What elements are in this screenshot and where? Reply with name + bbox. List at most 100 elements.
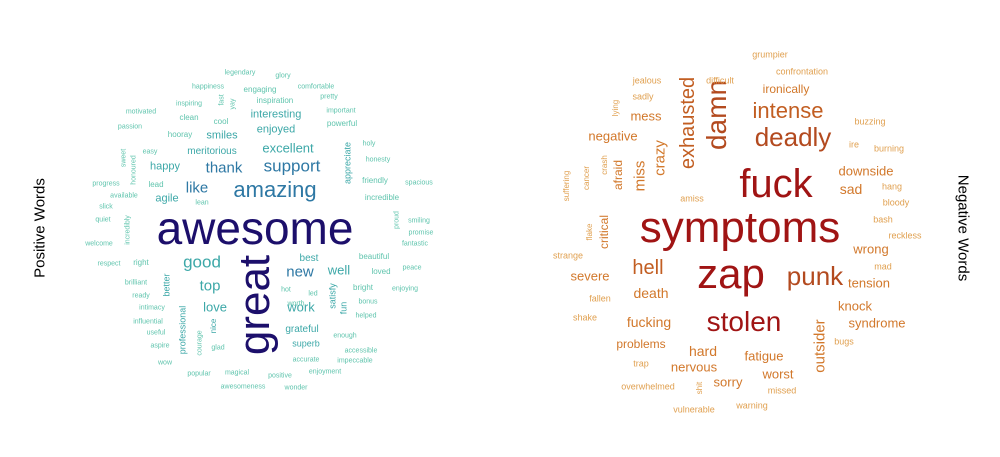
negative-word-sadly: sadly — [632, 91, 654, 102]
positive-word-like: like — [185, 179, 209, 197]
positive-word-appreciate: appreciate — [342, 141, 353, 185]
positive-word-useful: useful — [146, 329, 166, 337]
positive-word-new: new — [286, 263, 314, 281]
negative-word-exhausted: exhausted — [677, 76, 699, 170]
positive-word-ready: ready — [132, 292, 150, 300]
negative-word-mess: mess — [630, 108, 662, 124]
positive-word-grateful: grateful — [285, 324, 319, 335]
positive-word-hooray: hooray — [167, 130, 193, 139]
positive-words-label: Positive Words — [31, 178, 49, 278]
positive-word-accurate: accurate — [292, 356, 320, 364]
negative-word-grumpier: grumpier — [752, 49, 788, 60]
positive-word-motivated: motivated — [125, 108, 157, 116]
negative-word-hang: hang — [881, 181, 903, 192]
negative-word-cancer: cancer — [582, 165, 591, 191]
positive-word-influential: influential — [133, 318, 163, 326]
negative-word-symptoms: symptoms — [639, 203, 841, 252]
positive-word-amazing: amazing — [233, 177, 317, 202]
positive-word-progress: progress — [92, 180, 120, 188]
positive-word-magical: magical — [224, 369, 250, 377]
negative-word-reckless: reckless — [888, 230, 922, 241]
positive-word-lead: lead — [148, 180, 164, 189]
positive-word-fantastic: fantastic — [401, 240, 429, 248]
positive-word-agile: agile — [155, 192, 179, 205]
positive-word-support: support — [263, 156, 321, 176]
positive-word-thank: thank — [205, 159, 243, 177]
positive-word-sweet: sweet — [120, 148, 128, 168]
negative-word-hell: hell — [632, 257, 664, 279]
negative-word-deadly: deadly — [754, 122, 832, 152]
positive-word-positive: positive — [268, 372, 292, 380]
positive-word-smiles: smiles — [206, 129, 238, 142]
positive-word-promise: promise — [408, 229, 434, 237]
positive-word-better: better — [161, 273, 172, 297]
negative-word-vulnerable: vulnerable — [673, 404, 715, 415]
positive-word-meritorious: meritorious — [187, 146, 237, 157]
negative-word-knock: knock — [838, 298, 872, 314]
positive-word-brilliant: brilliant — [124, 279, 148, 287]
negative-word-difficult: difficult — [706, 75, 734, 86]
positive-word-satisfy: satisfy — [327, 283, 338, 309]
positive-word-hot: hot — [281, 286, 291, 294]
negative-word-punk: punk — [786, 261, 844, 291]
negative-word-buzzing: buzzing — [854, 116, 886, 127]
positive-word-love: love — [203, 299, 227, 315]
negative-word-critical: critical — [597, 214, 611, 250]
positive-word-popular: popular — [187, 370, 211, 378]
negative-word-syndrome: syndrome — [848, 315, 906, 331]
positive-word-work: work — [287, 299, 315, 315]
positive-word-honesty: honesty — [365, 156, 391, 164]
positive-word-incredibly: incredibly — [124, 215, 132, 245]
positive-word-worth: worth — [287, 300, 305, 308]
positive-word-friendly: friendly — [362, 176, 388, 185]
positive-word-smiling: smiling — [408, 217, 430, 225]
negative-word-mad: mad — [874, 261, 892, 272]
positive-word-enjoying: enjoying — [391, 285, 419, 293]
positive-word-wonder: wonder — [284, 384, 308, 392]
positive-word-powerful: powerful — [326, 119, 358, 128]
positive-word-wow: wow — [157, 359, 173, 367]
positive-word-led: led — [308, 290, 318, 298]
positive-word-awesomeness: awesomeness — [220, 383, 266, 391]
positive-word-glad: glad — [211, 344, 225, 352]
positive-word-available: available — [110, 192, 138, 200]
positive-word-excellent: excellent — [262, 140, 314, 156]
positive-word-well: well — [327, 262, 351, 278]
negative-word-confrontation: confrontation — [775, 66, 829, 77]
negative-word-shit: shit — [695, 381, 704, 395]
negative-word-strange: strange — [552, 250, 584, 261]
positive-word-interesting: interesting — [250, 108, 302, 121]
negative-word-missed: missed — [767, 385, 797, 396]
negative-word-afraid: afraid — [611, 159, 625, 191]
positive-word-best: best — [299, 253, 319, 264]
negative-word-nervous: nervous — [670, 359, 718, 375]
positive-word-beautiful: beautiful — [358, 252, 390, 261]
positive-word-inspiration: inspiration — [256, 96, 294, 105]
positive-word-top: top — [199, 277, 221, 295]
positive-word-courage: courage — [196, 330, 204, 356]
positive-word-superb: superb — [292, 338, 320, 349]
negative-word-damn: damn — [701, 79, 732, 151]
positive-word-pretty: pretty — [320, 93, 338, 101]
positive-word-enjoyed: enjoyed — [256, 123, 296, 136]
negative-word-death: death — [633, 285, 669, 301]
negative-word-hard: hard — [688, 343, 718, 359]
positive-word-yay: yay — [229, 98, 237, 110]
negative-word-negative: negative — [588, 128, 638, 144]
positive-word-easy: easy — [142, 148, 158, 156]
positive-word-good: good — [183, 252, 221, 272]
positive-word-intimacy: intimacy — [139, 304, 165, 312]
positive-word-bright: bright — [352, 283, 374, 292]
negative-word-problems: problems — [616, 337, 666, 351]
negative-word-intense: intense — [752, 98, 824, 123]
positive-word-respect: respect — [97, 260, 121, 268]
negative-word-fatigue: fatigue — [744, 348, 784, 364]
positive-word-legendary: legendary — [224, 69, 256, 77]
negative-words-label: Negative Words — [954, 174, 972, 282]
positive-word-proud: proud — [393, 211, 401, 229]
negative-word-severe: severe — [570, 268, 610, 284]
positive-word-incredible: incredible — [364, 193, 400, 202]
positive-word-welcome: welcome — [85, 240, 113, 248]
positive-word-engaging: engaging — [243, 85, 277, 94]
